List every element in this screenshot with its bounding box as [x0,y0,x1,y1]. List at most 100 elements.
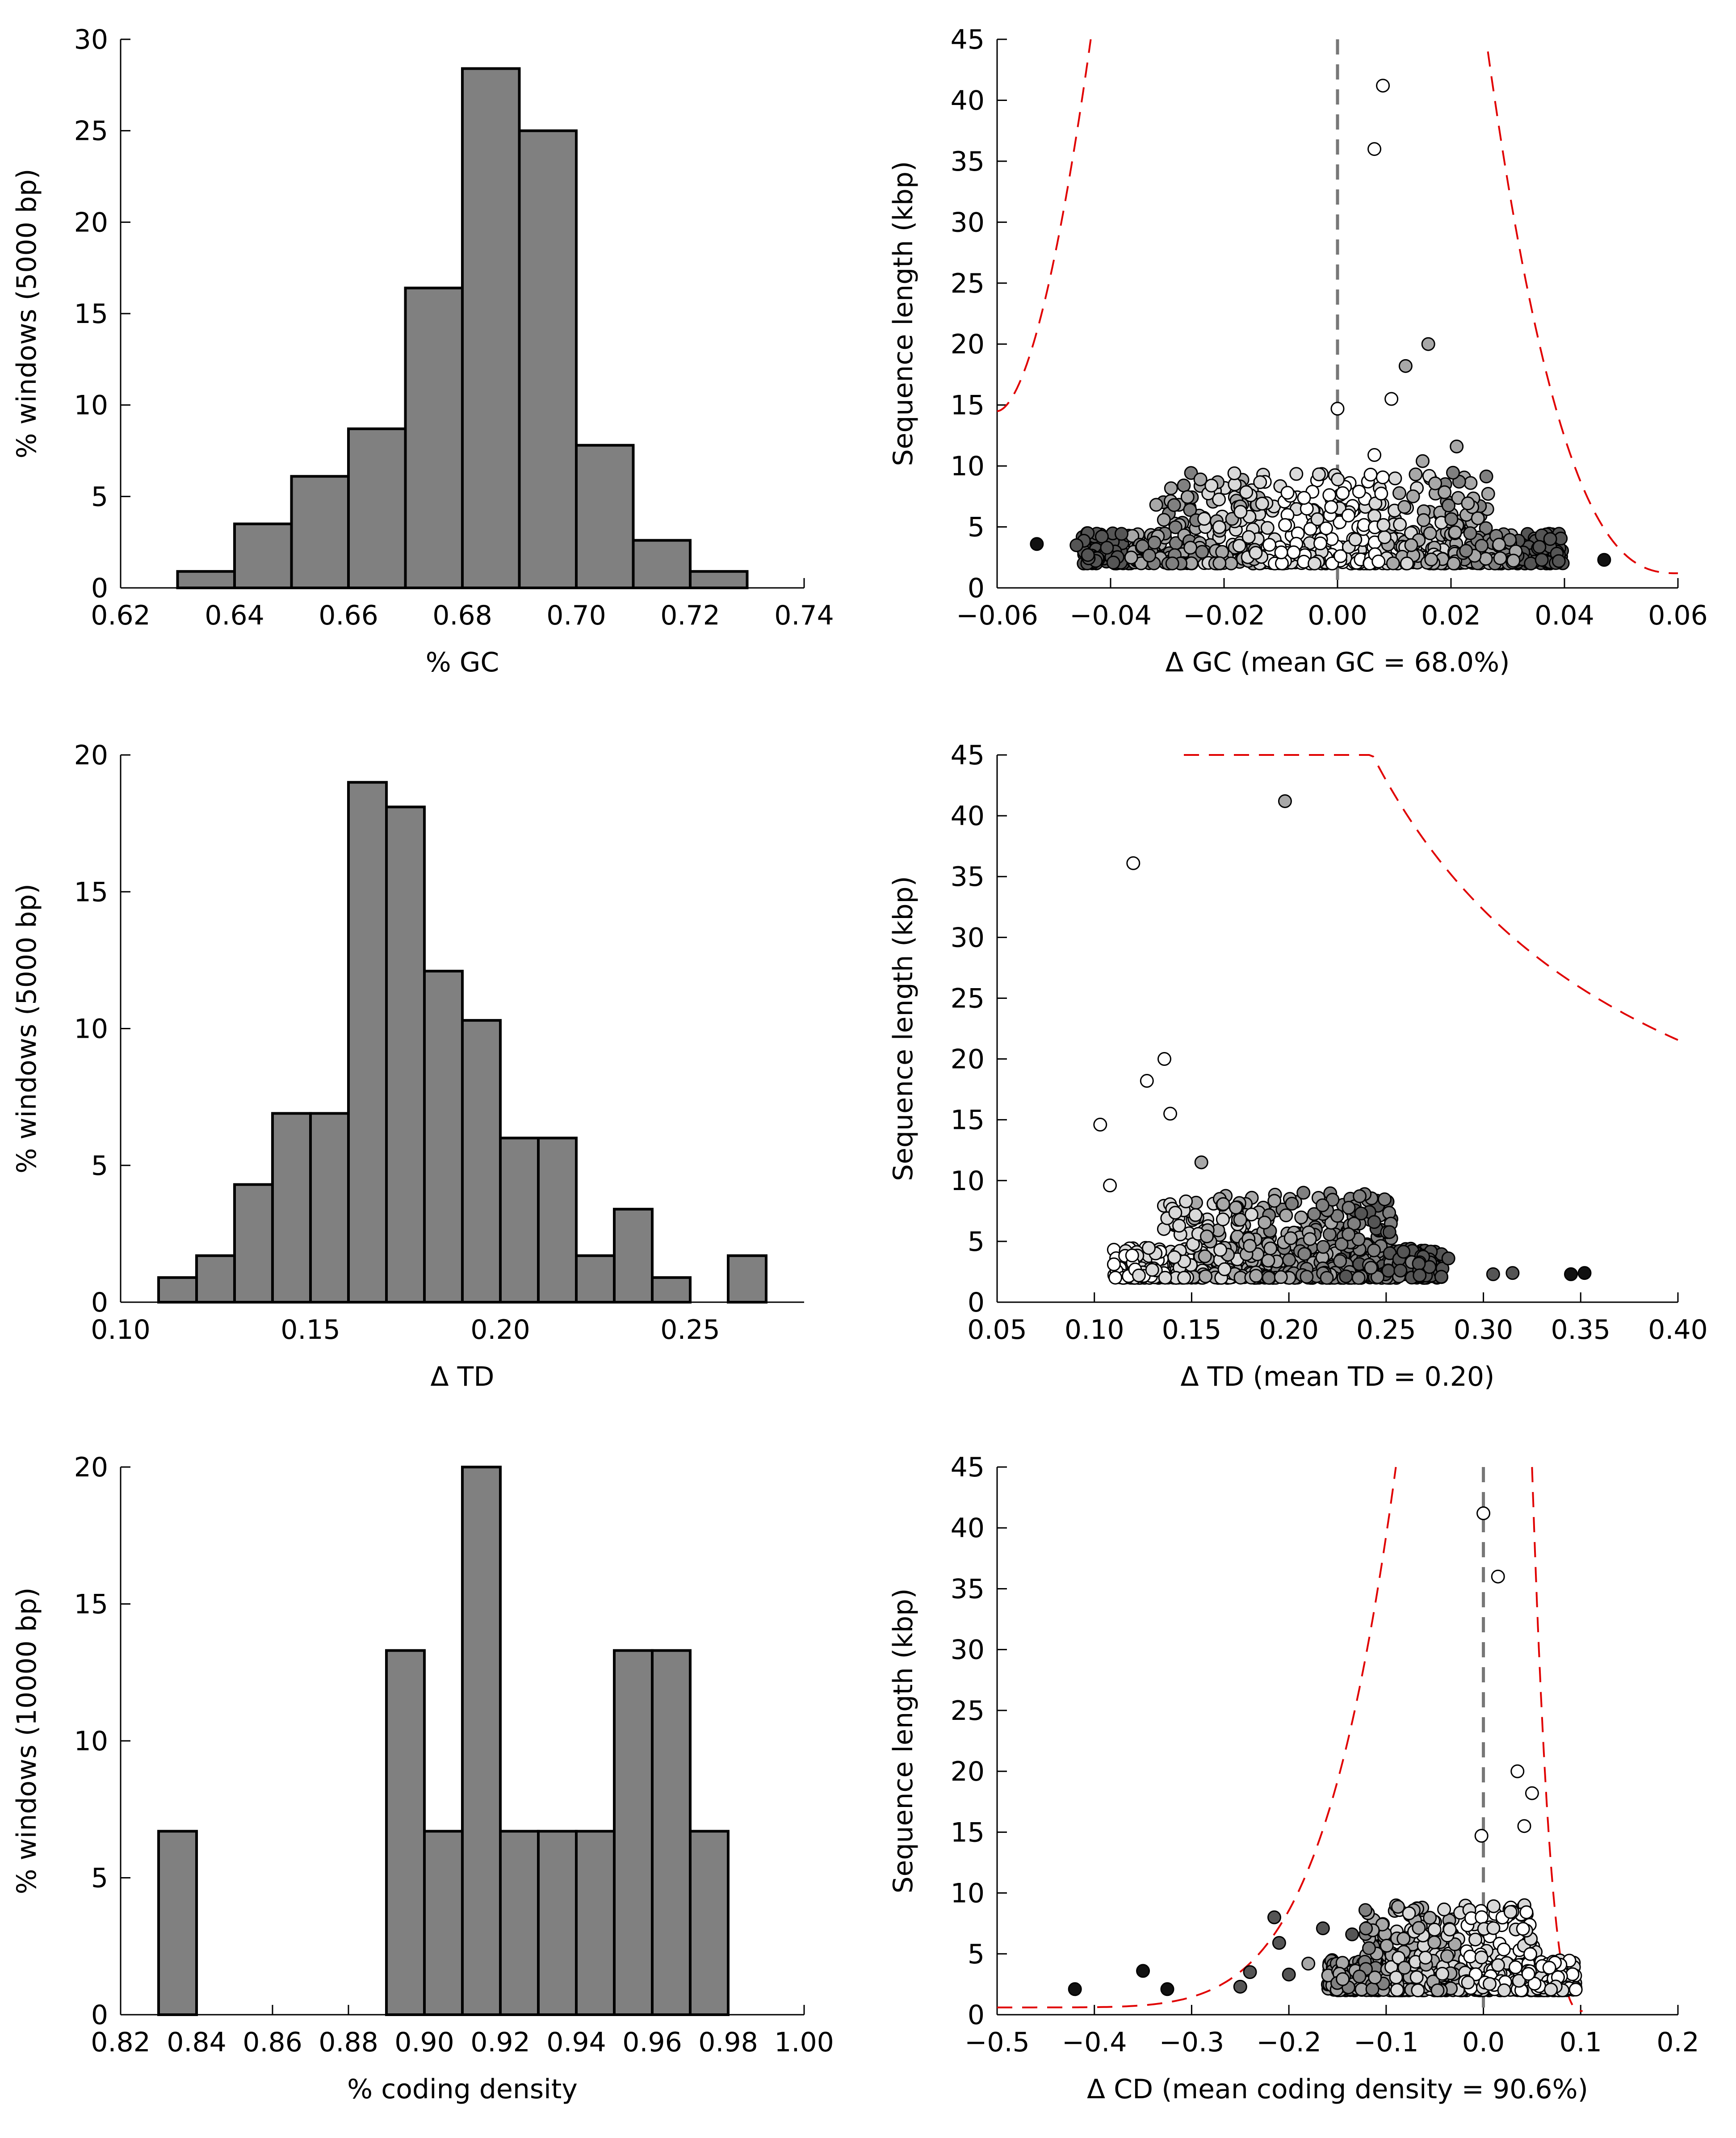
scatter-point [1241,530,1256,544]
scatter-point [1255,496,1269,511]
scatter-point [1341,508,1355,523]
histogram-bar [157,1276,198,1304]
y-tick-label: 35 [951,1573,985,1605]
y-axis-label: Sequence length (kbp) [888,876,919,1181]
scatter-point [1095,529,1109,544]
scatter-point [1300,1270,1314,1284]
scatter-point [1519,1905,1534,1920]
scatter-point [1312,467,1326,482]
scatter-point [1404,538,1418,552]
y-tick-label: 0 [91,573,108,604]
histogram-bar [385,1649,426,2016]
scatter-point [1287,545,1301,559]
y-tick-label: 20 [74,207,108,238]
scatter-point [1115,527,1128,541]
scatter-point [1418,1950,1433,1965]
y-tick-label: 30 [951,922,985,953]
scatter-point [1424,552,1438,566]
scatter-point [1229,1200,1243,1215]
scatter-point [1336,1972,1350,1986]
histogram-bar [613,1207,654,1304]
x-tick-label: 0.96 [622,2027,682,2058]
scatter-point [1263,1241,1278,1256]
scatter-point [1249,1269,1263,1283]
scatter-point [1261,1253,1275,1268]
y-tick-label: 25 [951,268,985,299]
x-tick-label: 0.25 [660,1314,720,1346]
scatter-point [1224,556,1238,570]
scatter-point [1365,1982,1380,1996]
scatter-point [1527,1977,1542,1991]
scatter-point [1198,1249,1212,1263]
histogram-bar [613,1649,654,2016]
x-tick-label: 0.98 [698,2027,758,2058]
y-axis-label: % windows (5000 bp) [11,169,42,459]
x-tick-label: 0.62 [91,600,151,631]
scatter-point [1180,490,1195,504]
gc-scatter-panel: −0.06 −0.04 −0.02 0.00 0.02 0.04 0.06 0 5 10 15 20 2… [888,24,1708,678]
scatter-point [1486,1921,1501,1935]
threshold-curve [1487,51,1678,574]
y-tick-label: 40 [951,1513,985,1544]
scatter-point [1427,1935,1442,1949]
scatter-point [1260,521,1275,535]
scatter-point [1278,794,1292,808]
scatter-point [1396,1245,1411,1259]
scatter-point [1532,540,1547,554]
histogram-bar [537,1136,578,1304]
scatter-point [1069,538,1084,552]
scatter-point [1475,539,1489,553]
histogram-bar [632,539,692,590]
scatter-point [1392,486,1406,500]
histogram-bar [651,1649,692,2016]
x-tick-label: 0.2 [1656,2027,1699,2058]
scatter-point [1167,498,1181,512]
scatter-point [1459,544,1473,558]
scatter-point [1476,1506,1491,1521]
scatter-point [1142,1241,1156,1255]
scatter-point [1216,1212,1230,1227]
scatter-point [1193,472,1208,486]
x-tick-label: −0.04 [1069,600,1152,631]
scatter-point [1267,1910,1281,1924]
scatter-point [1215,545,1229,559]
scatter-point [1315,1198,1329,1212]
scatter-point [1132,1268,1146,1283]
scatter-point [1103,1178,1117,1193]
scatter-point [1474,1950,1489,1965]
scatter-point [1503,1905,1518,1919]
scatter-point [1471,511,1485,525]
scatter-point [1280,486,1295,500]
y-tick-label: 15 [951,1105,985,1136]
scatter-point [1402,1906,1416,1920]
x-tick-label: 0.1 [1560,2027,1602,2058]
scatter-point [1461,1975,1475,1990]
x-tick-label: 0.20 [470,1314,530,1346]
histogram-bar [461,1019,502,1304]
threshold-curve [1531,1467,1583,2012]
scatter-point [1434,1270,1448,1284]
scatter-point [1136,1964,1150,1978]
scatter-point [1195,545,1209,559]
scatter-point [1543,532,1557,546]
scatter-point [1377,530,1392,545]
scatter-point [1283,1231,1298,1245]
histogram-bar [233,522,293,589]
scatter-point [1316,1921,1330,1936]
scatter-point [1461,496,1475,511]
scatter-point [1262,538,1276,552]
scatter-point [1188,1208,1203,1222]
scatter-point [1371,1270,1384,1284]
histogram-bar [233,1183,274,1304]
x-tick-label: 0.40 [1648,1314,1708,1346]
scatter-point [1409,467,1423,482]
y-tick-label: 0 [91,2000,108,2031]
scatter-point [1438,485,1452,499]
y-tick-label: 30 [74,24,108,55]
scatter-point [1463,526,1477,541]
scatter-point [1243,1965,1257,1979]
y-tick-label: 25 [951,1695,985,1727]
scatter-point [1390,1983,1404,1997]
scatter-point [1233,505,1248,519]
scatter-point [1324,500,1338,514]
